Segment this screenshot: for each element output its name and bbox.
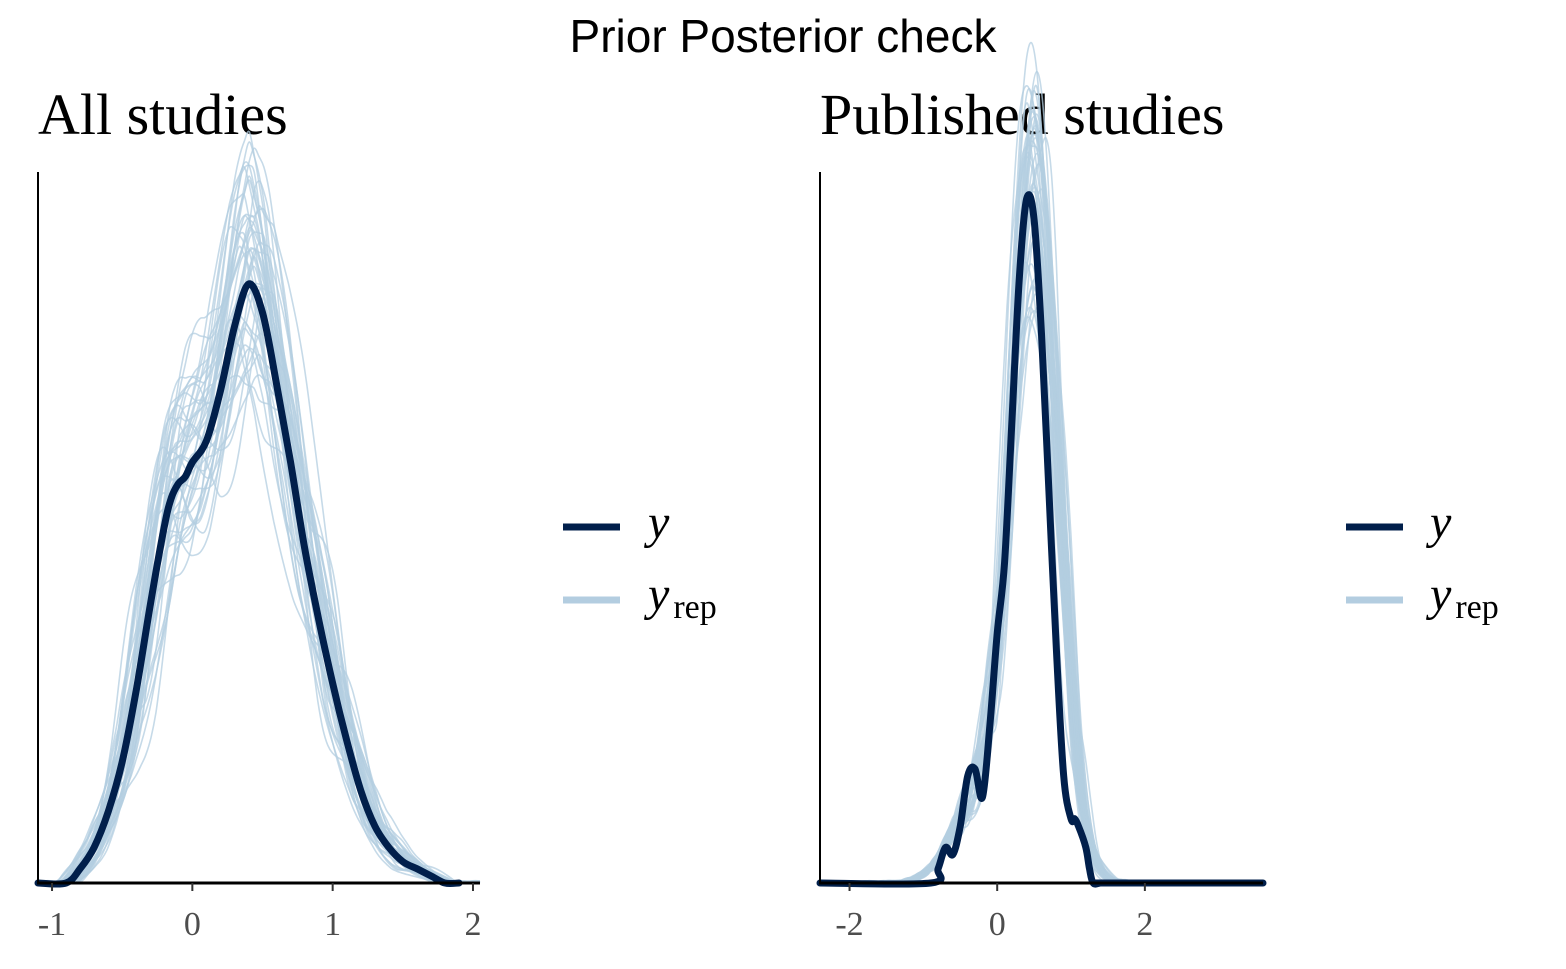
legend-panel-published-studies: y y rep <box>1346 496 1499 626</box>
yrep-line <box>38 225 480 884</box>
legend-label-y: y <box>1425 496 1452 549</box>
yrep-series-group <box>819 41 1264 885</box>
panel-published-studies: Published studies -2 0 2 <box>816 41 1267 943</box>
legend-label-yrep: y rep <box>643 568 717 626</box>
yrep-line <box>820 70 1263 884</box>
x-tick-label: 2 <box>1136 906 1153 943</box>
x-tick-label: -2 <box>835 906 863 943</box>
yrep-series-group <box>37 130 481 885</box>
x-tick-label: -1 <box>38 906 66 943</box>
y-line <box>816 191 1267 888</box>
y-line <box>34 280 463 888</box>
yrep-line <box>37 164 480 884</box>
legend-label-yrep-subscript: rep <box>673 589 716 626</box>
legend-label-yrep-subscript: rep <box>1455 589 1498 626</box>
legend-panel-all-studies: y y rep <box>563 496 717 626</box>
x-tick-label: 0 <box>989 906 1006 943</box>
legend-label-yrep-main: y <box>643 568 670 621</box>
figure-suptitle: Prior Posterior check <box>570 10 998 62</box>
panel-all-studies: All studies -1 0 1 2 <box>34 82 481 943</box>
y-series-group <box>34 280 463 888</box>
x-tick-label: 2 <box>464 906 481 943</box>
x-tick-label: 0 <box>184 906 201 943</box>
x-tick-label: 1 <box>324 906 341 943</box>
legend-label-y: y <box>643 496 670 549</box>
y-series-group <box>816 191 1267 888</box>
legend-label-yrep: y rep <box>1425 568 1499 626</box>
yrep-line <box>38 179 481 885</box>
legend-label-yrep-main: y <box>1425 568 1452 621</box>
x-axis-ticks: -1 0 1 2 <box>38 883 481 943</box>
yrep-line <box>819 87 1263 884</box>
x-axis-ticks: -2 0 2 <box>835 883 1153 943</box>
yrep-line <box>37 353 481 885</box>
yrep-line <box>38 226 480 884</box>
